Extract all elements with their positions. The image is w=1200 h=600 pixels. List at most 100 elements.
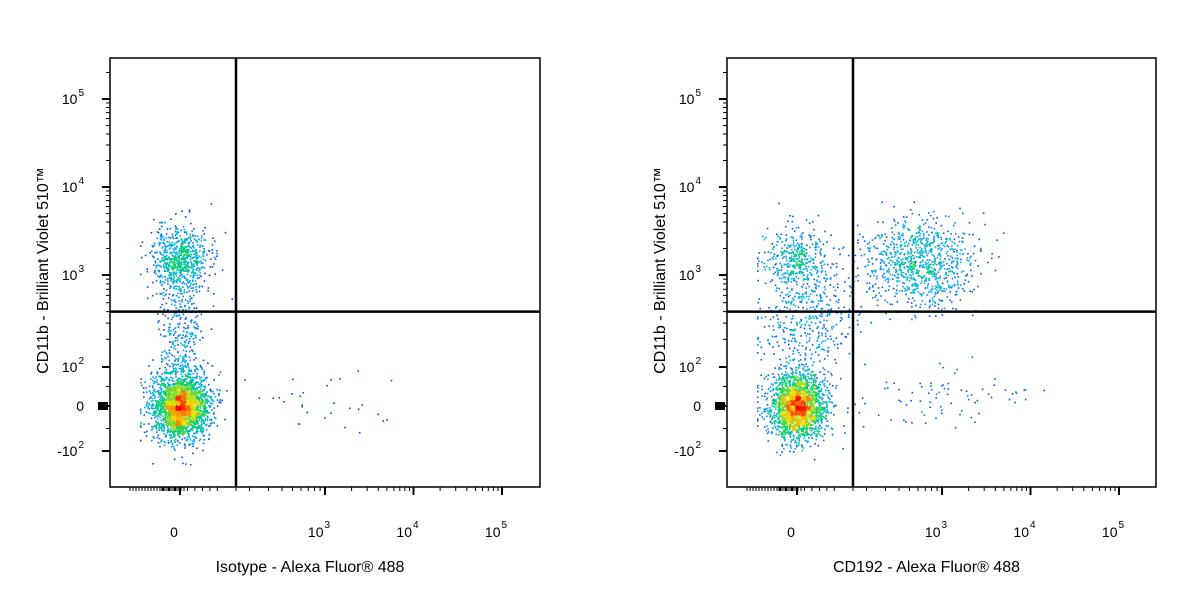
event-dot (829, 392, 831, 395)
event-dot (178, 392, 181, 394)
event-dot (169, 388, 171, 390)
event-dot (195, 437, 197, 439)
event-dot (806, 441, 809, 444)
event-dot (174, 337, 177, 339)
event-dot (806, 381, 809, 383)
y-tick-exponent: 4 (78, 176, 84, 187)
event-dot (153, 271, 156, 274)
event-dot (155, 421, 157, 424)
event-dot (180, 265, 182, 268)
event-dot (226, 390, 228, 392)
event-dot (191, 230, 193, 232)
event-dot (153, 425, 155, 427)
event-dot (830, 395, 833, 397)
event-dot (175, 213, 177, 215)
event-dot (786, 388, 789, 390)
event-dot (159, 400, 161, 403)
event-dot (797, 419, 799, 421)
event-dot (185, 360, 187, 362)
event-dot (158, 410, 161, 413)
event-dot (818, 386, 821, 389)
event-dot (781, 416, 784, 418)
event-dot (182, 225, 185, 228)
x-tick-exponent: 5 (502, 520, 508, 531)
event-dot (164, 378, 166, 381)
event-dot (171, 241, 174, 244)
event-dot (188, 282, 190, 284)
event-dot (193, 253, 195, 255)
event-dot (791, 386, 793, 388)
event-dot (214, 240, 216, 242)
event-dot (821, 398, 823, 401)
event-dot (183, 360, 185, 363)
event-dot (184, 257, 186, 259)
event-dot (202, 254, 204, 256)
event-dot (176, 407, 178, 409)
event-dot (152, 376, 154, 378)
event-dot (177, 351, 179, 354)
event-dot (182, 367, 184, 369)
event-dot (826, 420, 829, 422)
event-dot (167, 297, 170, 299)
event-dot (182, 269, 185, 272)
event-dot (163, 428, 165, 430)
event-dot (176, 412, 178, 415)
event-dot (197, 325, 199, 328)
event-dot (169, 243, 171, 245)
event-dot (168, 349, 171, 352)
event-dot (819, 371, 821, 373)
event-dot (811, 401, 813, 403)
event-dot (184, 397, 187, 399)
event-dot (172, 237, 175, 240)
event-dot (771, 416, 774, 418)
event-dot (183, 261, 185, 263)
event-dot (185, 252, 188, 254)
event-dot (159, 412, 162, 415)
event-dot (204, 379, 206, 381)
event-dot (163, 397, 166, 400)
event-dot (166, 270, 168, 272)
event-dot (199, 404, 202, 407)
event-dot (200, 403, 202, 406)
event-dot (766, 432, 769, 435)
event-dot (207, 412, 210, 414)
event-dot (196, 274, 198, 277)
event-dot (184, 344, 186, 346)
event-dot (802, 364, 805, 366)
event-dot (182, 313, 185, 316)
event-dot (152, 359, 154, 361)
event-dot (187, 375, 189, 377)
event-dot (803, 426, 805, 429)
event-dot (161, 382, 163, 385)
event-dot (212, 413, 215, 415)
event-dot (175, 403, 178, 406)
event-dot (189, 381, 191, 383)
event-dot (835, 404, 837, 407)
event-dot (180, 431, 182, 434)
event-dot (187, 245, 189, 247)
event-dot (805, 415, 808, 417)
event-dot (181, 257, 183, 260)
event-dot (188, 421, 190, 423)
event-dot (170, 276, 172, 278)
event-dot (209, 404, 211, 407)
event-dot (770, 383, 773, 385)
event-dot (168, 326, 170, 329)
event-dot (181, 414, 184, 417)
event-dot (189, 246, 192, 248)
event-dot (820, 407, 823, 409)
event-dot (177, 418, 179, 421)
event-dot (788, 412, 791, 415)
event-dot (187, 261, 189, 264)
event-dot (185, 404, 188, 407)
event-dot (192, 412, 195, 414)
event-dot (330, 412, 332, 414)
event-dot (198, 402, 200, 404)
event-dot (178, 323, 180, 326)
event-dot (178, 300, 181, 302)
event-dot (193, 256, 196, 258)
event-dot (209, 395, 211, 398)
event-dot (179, 292, 182, 295)
event-dot (176, 259, 178, 262)
event-dot (172, 370, 175, 372)
